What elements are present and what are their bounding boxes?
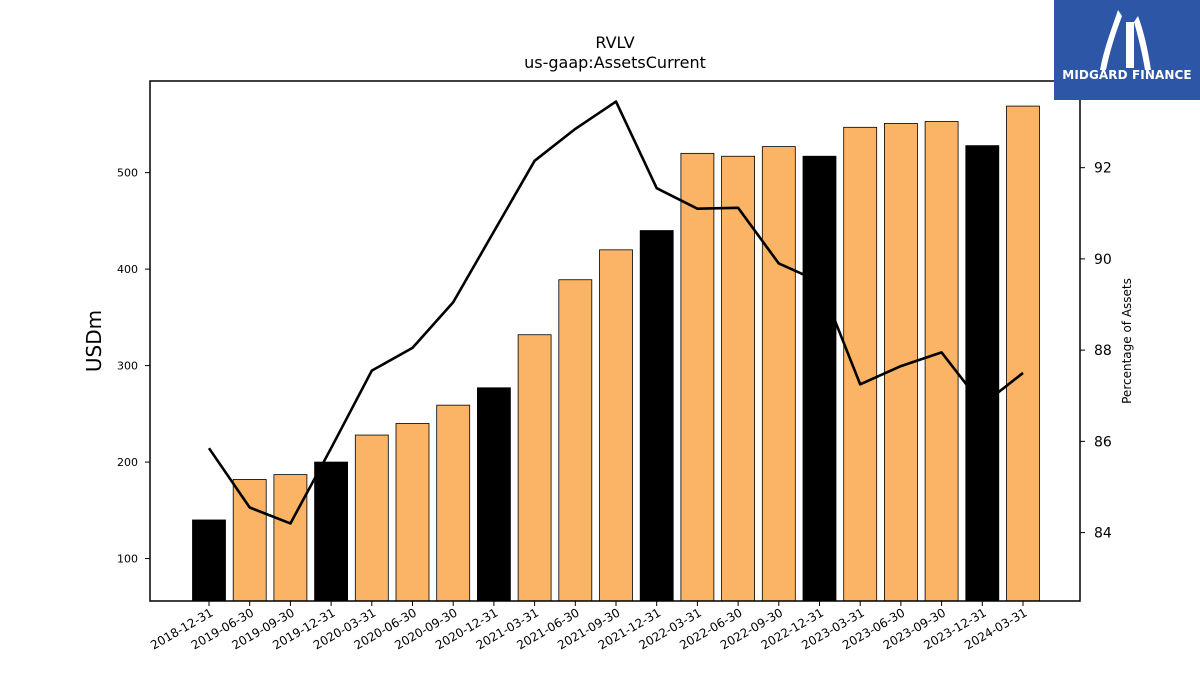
bar bbox=[192, 519, 226, 602]
logo-mark-icon bbox=[1100, 10, 1151, 70]
y-tick-label: 100 bbox=[117, 553, 138, 566]
percentage-line bbox=[207, 100, 1024, 525]
bar bbox=[965, 145, 1000, 602]
y2-tick-label: 88 bbox=[1094, 343, 1112, 359]
bar bbox=[314, 461, 349, 602]
y2-tick-label: 86 bbox=[1094, 434, 1112, 450]
y2-tick-label: 92 bbox=[1094, 161, 1112, 177]
bar bbox=[395, 423, 430, 602]
bars-layer bbox=[192, 105, 1040, 602]
y-axis-label: USDm bbox=[82, 310, 106, 372]
plot-frame bbox=[149, 80, 1081, 602]
bar bbox=[273, 474, 308, 602]
bar bbox=[843, 126, 878, 602]
y-tick-label: 400 bbox=[117, 263, 138, 276]
bar bbox=[436, 404, 471, 602]
left-axis: 100 200 300 400 500 bbox=[117, 167, 150, 566]
y2-tick-label: 84 bbox=[1094, 526, 1112, 542]
bar bbox=[354, 434, 389, 602]
logo-text: MIDGARD FINANCE bbox=[1062, 68, 1192, 82]
y-tick-label: 200 bbox=[117, 456, 138, 469]
bar bbox=[761, 146, 796, 602]
midgard-finance-logo: MIDGARD FINANCE bbox=[1054, 0, 1200, 100]
line-layer bbox=[207, 100, 1024, 525]
right-axis: 84 86 88 90 92 bbox=[1080, 161, 1112, 542]
chart-subtitle: us-gaap:AssetsCurrent bbox=[524, 53, 706, 72]
bar bbox=[232, 479, 267, 602]
bar bbox=[721, 155, 755, 602]
bar bbox=[639, 230, 674, 602]
bar bbox=[924, 121, 959, 602]
x-axis: 2018-12-312019-06-302019-09-302019-12-31… bbox=[148, 601, 1030, 652]
y2-axis-label: Percentage of Assets bbox=[1120, 278, 1134, 404]
bar bbox=[476, 387, 511, 602]
bar bbox=[802, 155, 837, 602]
y2-tick-label: 90 bbox=[1094, 252, 1112, 268]
y-tick-label: 500 bbox=[117, 167, 138, 180]
bar bbox=[680, 152, 715, 602]
chart-title: RVLV bbox=[595, 33, 634, 52]
bar bbox=[517, 334, 552, 602]
bar bbox=[1006, 105, 1040, 602]
bar bbox=[558, 279, 593, 602]
y-tick-label: 300 bbox=[117, 360, 138, 373]
bar bbox=[599, 249, 633, 602]
